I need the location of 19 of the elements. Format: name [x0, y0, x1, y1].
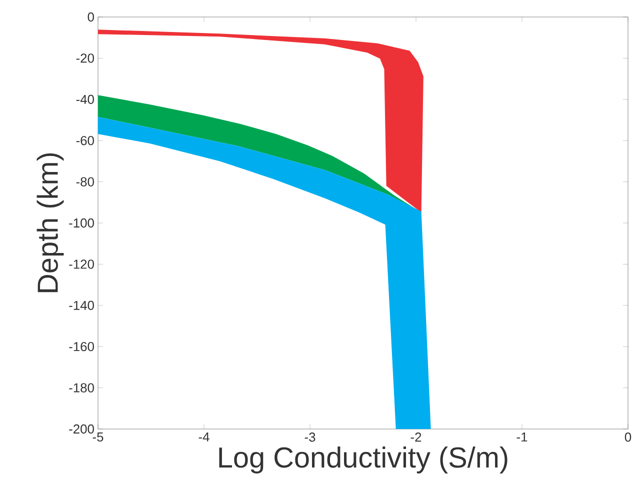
y-tick-label: -140 [69, 300, 94, 310]
y-tick-label: -60 [76, 136, 94, 146]
x-tick-label: -4 [198, 432, 210, 442]
y-axis-title: Depth (km) [36, 153, 64, 292]
x-axis-title: Log Conductivity (S/m) [219, 446, 508, 474]
y-tick-label: -200 [69, 424, 94, 434]
y-tick-label: -120 [69, 260, 94, 269]
y-tick-label: -20 [76, 54, 94, 63]
y-tick-label: -80 [76, 177, 94, 186]
x-tick-label: 0 [624, 432, 632, 442]
y-tick-label: 0 [88, 12, 94, 22]
x-tick-label: -5 [92, 432, 104, 442]
y-tick-label: -100 [69, 218, 94, 228]
x-tick-label: -1 [516, 432, 528, 442]
y-tick-label: -180 [69, 383, 94, 392]
y-tick-label: -160 [69, 342, 94, 352]
y-tick-label: -40 [76, 94, 94, 104]
x-tick-label: -2 [410, 432, 422, 442]
x-tick-label: -3 [304, 432, 316, 442]
